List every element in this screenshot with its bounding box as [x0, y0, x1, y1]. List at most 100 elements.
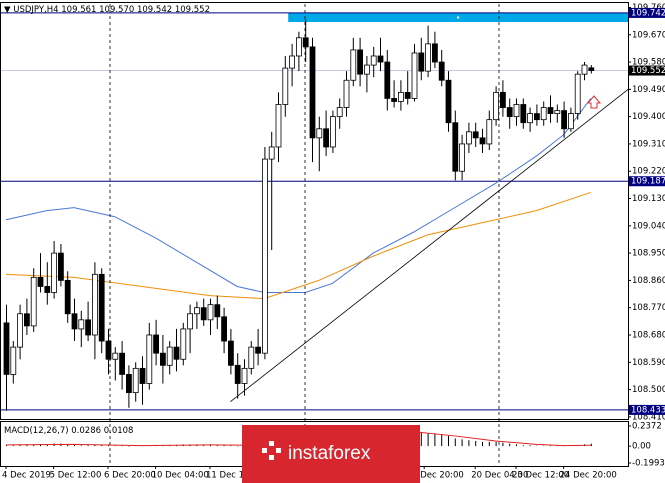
candle-body: [486, 119, 493, 145]
arrow-annotation: [586, 95, 602, 109]
candle-body: [377, 55, 384, 63]
candle-body: [268, 146, 275, 160]
candle-body: [568, 113, 574, 130]
candle-body: [513, 104, 520, 118]
candle-body: [255, 346, 262, 354]
candle-body: [384, 61, 391, 99]
y-tick-label: 108.410: [632, 412, 665, 422]
candle-body: [105, 340, 112, 360]
candle-body: [282, 67, 289, 105]
x-tick-label: 24 Dec 20:00: [560, 471, 617, 481]
candle-body: [506, 107, 513, 118]
candle-body: [581, 64, 588, 75]
candle-body: [357, 49, 364, 75]
candle-body: [459, 143, 466, 172]
x-tick-label: Dec 20:00: [420, 471, 464, 481]
candle-body: [132, 367, 139, 394]
level-label-box: [629, 404, 665, 415]
candle-body: [431, 43, 438, 63]
y-tick-label: 109.490: [632, 85, 665, 95]
y-tick-label: 108.950: [632, 249, 665, 259]
candle-body: [588, 67, 595, 71]
candle-body: [363, 64, 370, 75]
candle-body: [126, 374, 132, 394]
candle-body: [146, 334, 153, 384]
candle-body: [370, 55, 377, 66]
watermark-box: [242, 425, 420, 483]
candle-body: [64, 280, 71, 315]
y-tick-label: 108.680: [632, 330, 665, 340]
candle-body: [329, 116, 336, 148]
level-label: 109.552: [631, 66, 665, 76]
candle-body: [10, 346, 17, 375]
candle-body: [92, 273, 98, 336]
trendline: [230, 89, 629, 403]
candle-body: [316, 128, 323, 139]
y-tick-label: 109.310: [632, 139, 665, 149]
candle-body: [275, 104, 282, 148]
level-label-box: [629, 176, 665, 187]
candle-body: [153, 334, 160, 354]
level-label: 109.742: [631, 8, 665, 18]
level-label: 108.433: [631, 405, 665, 415]
candle-body: [350, 49, 357, 81]
y-tick-label: 108.770: [632, 303, 665, 313]
x-tick-label: 5 Dec 12:00: [50, 471, 102, 481]
candle-body: [425, 43, 432, 72]
y-tick-label: 109.040: [632, 221, 665, 231]
logo-dot: [269, 441, 274, 446]
candle-body: [180, 328, 187, 360]
candle-body: [540, 107, 547, 121]
y-tick-label: 109.580: [632, 58, 665, 68]
candle-body: [397, 91, 404, 102]
candle-body: [493, 91, 500, 121]
candle-body: [214, 304, 221, 318]
symbol: USDJPY,H4: [13, 5, 58, 15]
candle-body: [295, 37, 302, 57]
candle-body: [309, 46, 316, 139]
macd-header: MACD(12,26,7) 0.0286 0.0108: [4, 426, 133, 436]
candle-body: [465, 131, 472, 145]
candle-body: [193, 307, 200, 315]
plot-layer: 109.760109.670109.580109.490109.400109.3…: [0, 3, 665, 481]
x-tick-label: 10 Dec 04:00: [152, 471, 209, 481]
candle-body: [520, 104, 527, 124]
candle-body: [234, 364, 241, 384]
watermark: instaforex: [242, 425, 420, 483]
candle-body: [159, 352, 166, 366]
logo-dot: [276, 448, 281, 453]
indicator: MACD(12,26,7): [4, 426, 69, 436]
candle-body: [221, 316, 228, 342]
header-value: 109.570: [99, 5, 134, 15]
candle-body: [44, 286, 51, 293]
y-tick-label: 109.220: [632, 167, 665, 177]
candle-body: [37, 276, 44, 287]
moving-average: [5, 191, 591, 300]
x-tick-label: 4 Dec 2019: [2, 471, 51, 481]
candle-body: [112, 352, 119, 360]
logo-dot: [269, 455, 274, 460]
y-tick-label: 0.00: [632, 442, 651, 452]
candle-body: [71, 313, 78, 330]
candle-body: [227, 340, 234, 366]
level-label-box: [629, 7, 665, 18]
candle-body: [241, 367, 248, 384]
header-value: 109.552: [175, 5, 210, 15]
candle-body: [200, 307, 207, 321]
candle-body: [343, 79, 350, 108]
candle-body: [479, 137, 486, 145]
y-tick-label: -0.1993: [632, 458, 665, 468]
candle-body: [3, 322, 10, 375]
candle-body: [499, 91, 506, 108]
candle-body: [547, 107, 554, 115]
header-value: 109.542: [137, 5, 172, 15]
candle-body: [119, 352, 125, 375]
candle-body: [248, 346, 255, 369]
y-tick-label: 108.860: [632, 276, 665, 286]
candle-body: [574, 73, 581, 115]
candle-body: [336, 107, 343, 118]
candle-body: [85, 319, 91, 336]
candle-body: [51, 252, 57, 293]
